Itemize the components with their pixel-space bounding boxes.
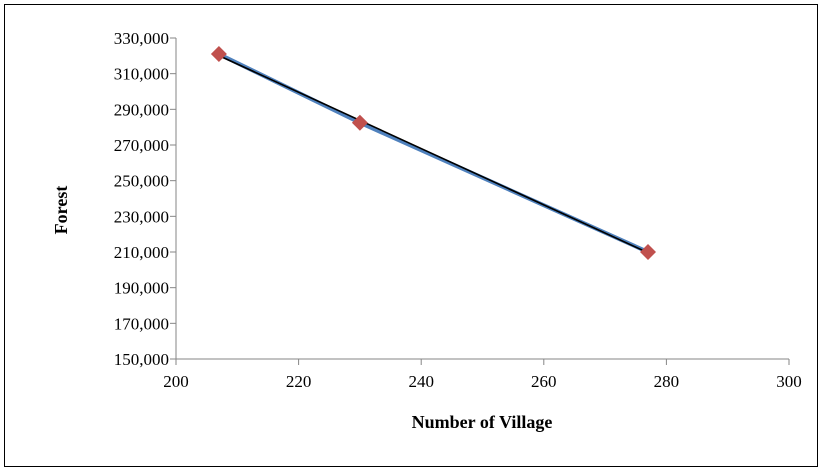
data-point-marker: [351, 114, 368, 131]
data-point-marker: [210, 46, 227, 63]
axes: [175, 38, 789, 360]
x-tick-label: 260: [531, 372, 557, 391]
y-tick-label: 310,000: [114, 65, 169, 84]
x-tick-label: 300: [776, 372, 802, 391]
series-line: [218, 52, 649, 254]
x-tick-label: 280: [654, 372, 680, 391]
data-point-marker: [640, 244, 657, 260]
y-tick-label: 210,000: [114, 243, 169, 262]
y-tick-label: 170,000: [114, 314, 169, 333]
x-axis-title: Number of Village: [412, 412, 553, 432]
y-ticks: 150,000 170,000 190,000 210,000 230,000 250,0…: [114, 29, 176, 369]
y-tick-label: 250,000: [114, 172, 169, 191]
y-axis-title: Forest: [51, 186, 71, 235]
x-tick-label: 240: [408, 372, 434, 391]
x-tick-label: 220: [286, 372, 312, 391]
y-tick-label: 270,000: [114, 136, 169, 155]
trendline: [218, 54, 649, 254]
y-tick-label: 290,000: [114, 100, 169, 119]
y-tick-label: 330,000: [114, 29, 169, 48]
x-tick-label: 200: [163, 372, 189, 391]
y-tick-label: 190,000: [114, 279, 169, 298]
y-tick-label: 230,000: [114, 207, 169, 226]
series-lines: [218, 52, 649, 254]
series-markers: [210, 46, 657, 260]
x-ticks: 200 220 240 260 280 300: [163, 359, 802, 391]
y-tick-label: 150,000: [114, 350, 169, 369]
chart-frame: [4, 4, 818, 467]
